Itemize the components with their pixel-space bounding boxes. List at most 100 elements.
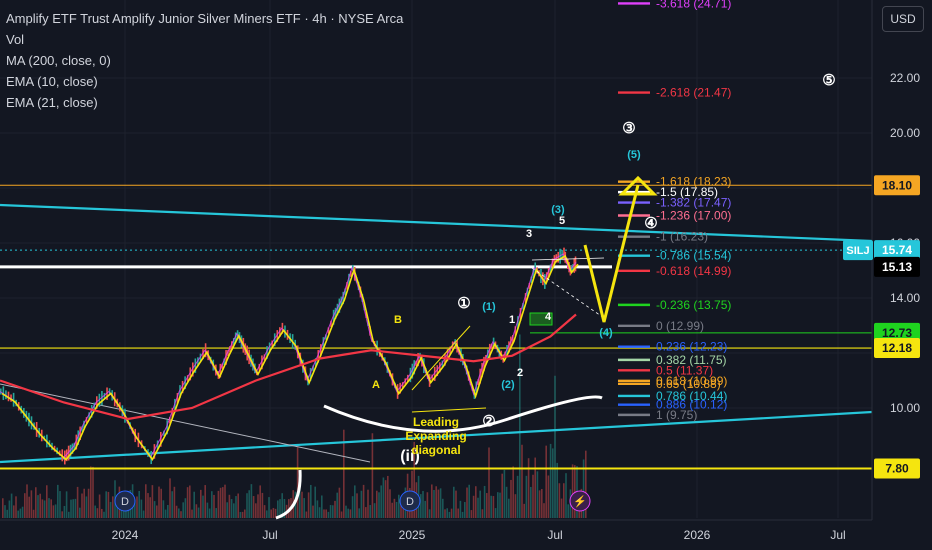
diagonal-upper (411, 325, 471, 391)
volume-bar (109, 501, 112, 518)
volume-bar (549, 443, 552, 518)
price-candle (171, 407, 174, 419)
volume-bar (68, 511, 70, 518)
volume-bar (169, 478, 171, 518)
volume-bar (519, 334, 521, 518)
volume-bar (340, 511, 343, 518)
price-candle (431, 374, 433, 380)
volume-bar (497, 492, 499, 518)
volume-bar (389, 489, 391, 518)
volume-bar (360, 490, 363, 518)
price-candle (417, 353, 419, 367)
price-candle (336, 303, 339, 316)
price-candle (572, 264, 574, 271)
volume-bar (105, 491, 107, 518)
price-candle (506, 344, 508, 357)
price-candle (314, 358, 317, 367)
price-candle (229, 346, 231, 353)
currency-button[interactable]: USD (882, 6, 924, 32)
volume-bar (444, 509, 446, 518)
indicator-vol[interactable]: Vol (6, 32, 25, 47)
indicator-ema21[interactable]: EMA (21, close) (6, 95, 98, 110)
volume-bar (367, 489, 369, 518)
volume-bar (505, 486, 508, 518)
x-tick-label: Jul (262, 528, 277, 542)
wave-label: A (372, 379, 380, 391)
price-candle (204, 343, 207, 358)
volume-bar (85, 496, 88, 518)
event-badge[interactable] (114, 490, 136, 512)
x-tick-label: Jul (547, 528, 562, 542)
volume-bar (241, 511, 244, 518)
price-candle (522, 302, 524, 310)
event-badge[interactable] (399, 490, 421, 512)
projected-arrow (618, 175, 658, 196)
volume-bar (312, 505, 314, 518)
volume-bar (494, 508, 497, 518)
volume-bar (437, 489, 440, 518)
volume-bar (160, 488, 162, 518)
volume-bar (329, 505, 332, 518)
y-tick-label: 22.00 (890, 71, 920, 85)
price-candle (508, 341, 510, 353)
volume-bar (323, 509, 325, 518)
price-candle (320, 344, 322, 357)
volume-bar (37, 495, 39, 518)
price-candle (479, 368, 481, 384)
price-candle (88, 412, 90, 420)
volume-bar (175, 505, 178, 518)
diagonal-annotation: Leading (413, 415, 459, 429)
volume-bar (26, 484, 28, 518)
lower-trendline (0, 410, 873, 464)
volume-bar (98, 494, 101, 518)
volume-bar (481, 509, 484, 518)
price-candle (348, 273, 350, 286)
volume-bar (72, 499, 74, 518)
volume-bar (356, 493, 358, 518)
wave-label: (ii) (400, 448, 420, 465)
volume-bar (279, 499, 281, 518)
symbol-tag (843, 240, 873, 261)
volume-bar (112, 496, 114, 518)
volume-bar (41, 499, 44, 518)
volume-bar (189, 485, 191, 518)
price-candle (446, 349, 449, 362)
indicator-ma200[interactable]: MA (200, close, 0) (6, 53, 111, 68)
volume-bar (259, 485, 261, 518)
volume-bar (134, 499, 136, 518)
volume-bar (349, 509, 352, 518)
volume-bar (301, 491, 303, 518)
price-candle (271, 340, 273, 347)
price-candle (75, 434, 78, 450)
ema-10-line (1, 254, 579, 462)
volume-bar (30, 490, 33, 518)
price-candle (69, 444, 72, 458)
volume-bar (81, 493, 83, 518)
volume-bar (362, 484, 365, 518)
volume-bar (266, 510, 268, 518)
price-candle (266, 346, 268, 359)
volume-bar (204, 485, 206, 518)
y-tick-label: 20.00 (890, 126, 920, 140)
volume-bar (296, 447, 299, 518)
volume-bar (431, 484, 433, 518)
price-candle (346, 282, 348, 290)
cup-arc (323, 395, 603, 433)
volume-bar (19, 508, 22, 518)
volume-bar (325, 509, 327, 518)
price-candle (83, 420, 85, 429)
indicator-ema10[interactable]: EMA (10, close) (6, 74, 98, 89)
lightning-badge[interactable] (569, 490, 591, 512)
volume-bar (277, 500, 279, 518)
volume-bar (24, 493, 26, 518)
projected-path (583, 184, 640, 323)
handle-arc (275, 469, 302, 520)
volume-bar (332, 505, 334, 518)
volume-bar (428, 509, 431, 518)
price-tag-label: 15.13 (882, 260, 912, 274)
volume-bar (501, 473, 503, 518)
price-candle (512, 334, 514, 344)
volume-bar (464, 502, 466, 518)
fib-level-label: -2.618 (21.47) (656, 86, 731, 100)
